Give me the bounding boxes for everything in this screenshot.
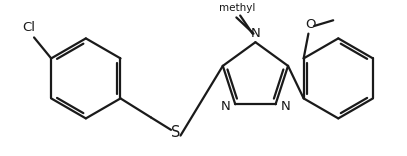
- Text: N: N: [221, 100, 230, 113]
- Text: S: S: [171, 125, 180, 140]
- Text: N: N: [280, 100, 290, 113]
- Text: methyl: methyl: [219, 3, 256, 13]
- Text: N: N: [251, 27, 260, 40]
- Text: Cl: Cl: [22, 21, 35, 34]
- Text: O: O: [305, 18, 315, 31]
